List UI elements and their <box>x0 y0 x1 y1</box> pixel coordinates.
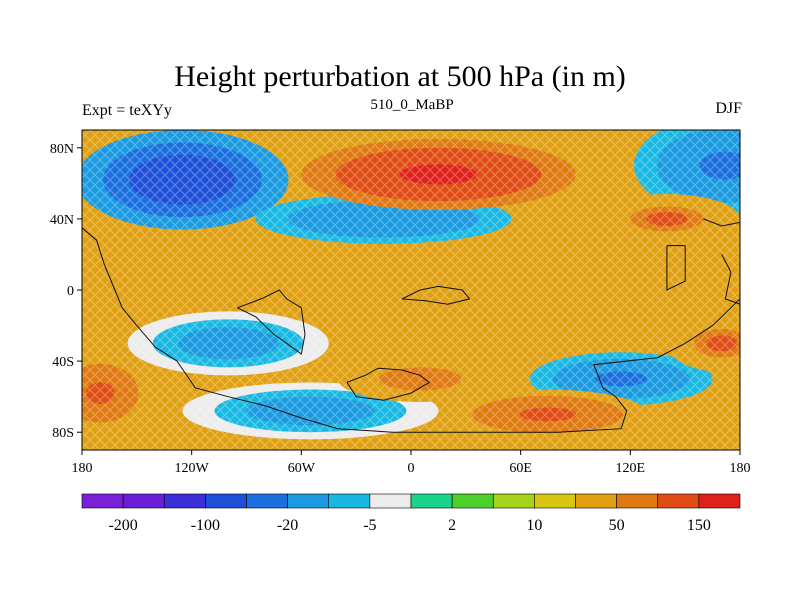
colorbar-label: 10 <box>526 517 542 534</box>
x-tick-label: 60E <box>509 461 532 476</box>
colorbar-swatch <box>657 493 700 509</box>
x-tick-label: 180 <box>72 461 93 476</box>
colorbar-swatch <box>81 493 124 509</box>
x-tick-label: 0 <box>408 461 415 476</box>
coastline-6 <box>721 254 740 305</box>
colorbar: -200 -100 -20 -5 2 10 50 150 <box>81 493 741 534</box>
y-tick-label: 0 <box>67 284 74 299</box>
x-tick-label: 60W <box>288 461 316 476</box>
colorbar-swatch <box>616 493 659 509</box>
colorbar-swatch <box>369 493 412 509</box>
colorbar-label: -200 <box>108 517 137 534</box>
x-tick-label: 180 <box>730 461 751 476</box>
coastline-2 <box>346 367 431 401</box>
colorbar-swatch <box>575 493 617 509</box>
colorbar-label: -100 <box>191 517 220 534</box>
y-tick-label: 80N <box>50 142 74 157</box>
coastlines <box>82 218 740 433</box>
hatch-overlay <box>82 130 740 450</box>
y-tick-label: 40N <box>50 213 74 228</box>
run-label: 510_0_MaBP <box>370 97 454 113</box>
colorbar-swatch <box>205 493 247 509</box>
colorbar-label: 150 <box>687 517 711 534</box>
season-label: DJF <box>715 100 742 117</box>
experiment-label: Expt = teXYy <box>82 102 172 119</box>
figure-title: Height perturbation at 500 hPa (in m) <box>174 60 626 93</box>
colorbar-swatch <box>492 493 535 509</box>
colorbar-swatch <box>698 493 741 509</box>
coastline-4 <box>666 245 686 291</box>
x-tick-label: 120W <box>175 461 210 476</box>
colorbar-swatch <box>122 493 165 509</box>
colorbar-swatch <box>246 493 288 509</box>
colorbar-label: -5 <box>363 517 376 534</box>
coastline-3 <box>401 285 471 305</box>
coastline-1 <box>237 289 306 355</box>
colorbar-label: -20 <box>277 517 298 534</box>
colorbar-swatch <box>287 493 330 509</box>
colorbar-swatch <box>451 493 494 509</box>
map-axes: 180 120W 60W 0 60E 120E 180 80N 40N 0 40S 80S <box>50 142 751 476</box>
colorbar-swatch <box>410 493 453 509</box>
y-tick-label: 80S <box>52 426 74 441</box>
colorbar-swatch <box>163 493 206 509</box>
coastline-0 <box>82 227 740 433</box>
coastline-5 <box>703 218 740 227</box>
colorbar-label: 2 <box>448 517 456 534</box>
x-tick-label: 120E <box>616 461 646 476</box>
colorbar-swatch <box>328 493 371 509</box>
y-tick-label: 40S <box>52 355 74 370</box>
colorbar-label: 50 <box>609 517 625 534</box>
colorbar-swatch <box>534 493 576 509</box>
